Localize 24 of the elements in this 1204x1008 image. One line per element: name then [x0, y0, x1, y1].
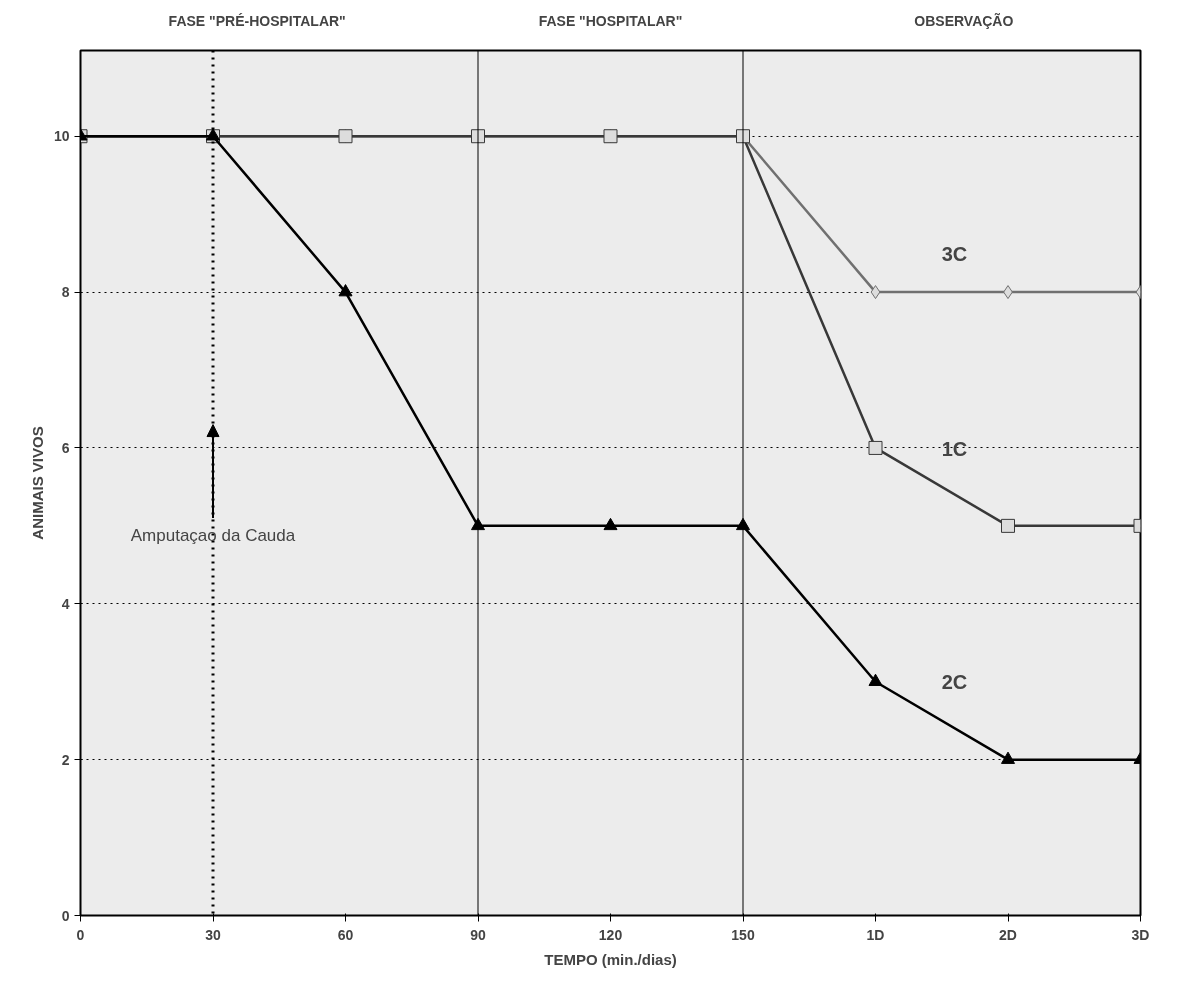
annotation: Amputaçao da Cauda — [130, 526, 296, 546]
x-tick-label: 150 — [731, 926, 755, 943]
series-label: 3C — [941, 242, 968, 265]
text: OBSERVAÇÃO — [914, 11, 1014, 29]
series-label: 2C — [941, 671, 968, 694]
x-tick-label: 90 — [470, 926, 486, 943]
x-tick-label: 2D — [999, 926, 1017, 943]
y-tick-label: 0 — [61, 907, 70, 924]
x-axis-title: TEMPO (min./dias) — [544, 950, 677, 968]
x-tick-label: 120 — [598, 926, 623, 943]
y-tick-label: 4 — [61, 595, 70, 612]
text: FASE "PRÉ-HOSPITALAR" — [168, 12, 346, 29]
x-tick-label: 0 — [76, 926, 85, 943]
y-tick-label: 8 — [61, 284, 70, 301]
y-tick-label: 10 — [53, 128, 70, 145]
y-tick-label: 6 — [61, 439, 70, 456]
x-tick-label: 1D — [866, 926, 885, 943]
x-tick-label: 60 — [337, 926, 354, 943]
text: FASE "HOSPITALAR" — [538, 12, 683, 29]
x-tick-label: 3D — [1131, 926, 1150, 943]
x-tick-label: 30 — [205, 926, 221, 943]
y-tick-label: 2 — [61, 751, 70, 768]
y-axis-title: ANIMAIS VIVOS — [28, 426, 46, 540]
series-label: 1C — [941, 437, 968, 460]
